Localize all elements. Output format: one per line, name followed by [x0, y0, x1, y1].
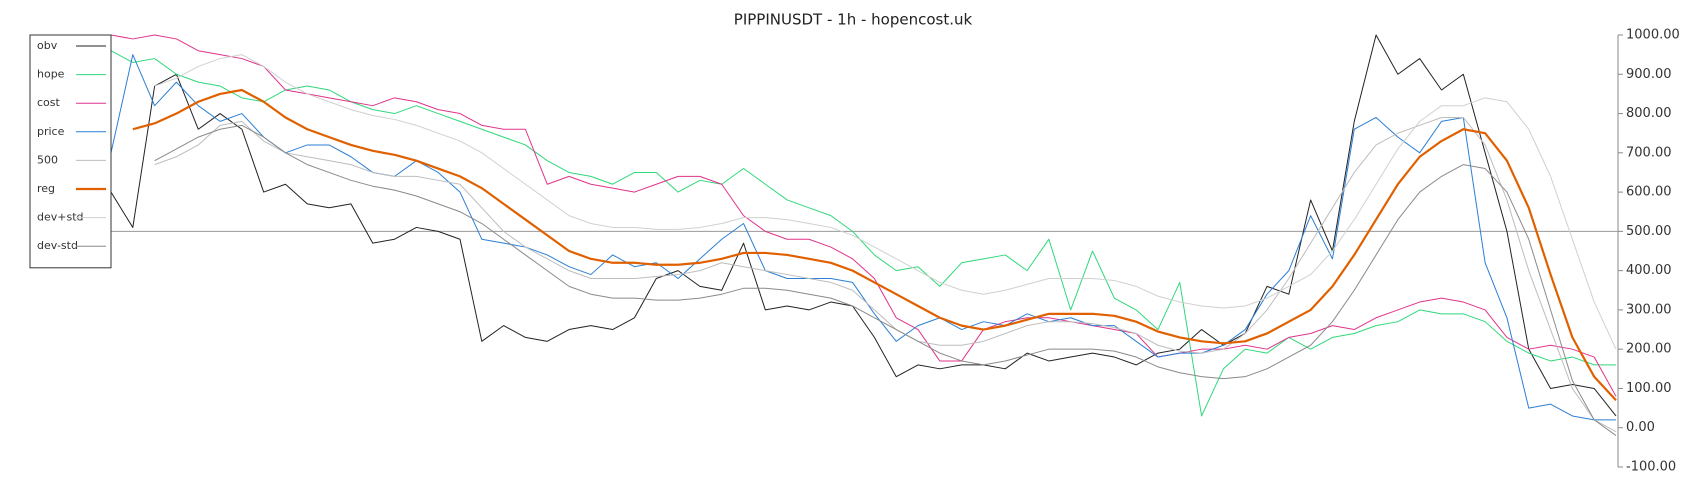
y-tick-label: 700.00	[1626, 145, 1672, 160]
series-line	[154, 116, 1617, 433]
series-line	[110, 54, 1616, 421]
legend-label: hope	[37, 68, 65, 81]
legend-label: dev+std	[37, 211, 84, 224]
series-line	[132, 88, 1617, 401]
legend: obv hope cost price 500 reg dev+std dev-std	[29, 34, 112, 269]
legend-label: dev-std	[37, 239, 78, 252]
legend-label: cost	[37, 96, 61, 109]
legend-label: 500	[37, 153, 58, 166]
legend-label: obv	[37, 39, 58, 52]
legend-label: price	[37, 125, 65, 138]
series-line	[110, 34, 1617, 397]
series-line	[154, 54, 1617, 350]
legend-label: reg	[37, 182, 55, 195]
y-tick-label: 600.00	[1626, 185, 1672, 200]
series-line	[110, 50, 1616, 417]
y-tick-label: 300.00	[1626, 302, 1672, 317]
y-tick-label: 400.00	[1626, 263, 1672, 278]
y-tick-label: 800.00	[1626, 106, 1672, 121]
series-line	[154, 124, 1617, 436]
y-tick-label: 200.00	[1626, 342, 1672, 357]
y-tick-label: 500.00	[1626, 224, 1672, 239]
series-line	[110, 34, 1617, 417]
y-tick-label: 100.00	[1626, 381, 1672, 396]
legend-box	[29, 34, 112, 269]
chart-title: PIPPINUSDT - 1h - hopencost.uk	[734, 11, 973, 29]
y-tick-label: 1000.00	[1626, 28, 1680, 43]
y-tick-label: 0.00	[1626, 420, 1655, 435]
y-tick-label: -100.00	[1626, 460, 1676, 475]
y-tick-label: 900.00	[1626, 67, 1672, 82]
